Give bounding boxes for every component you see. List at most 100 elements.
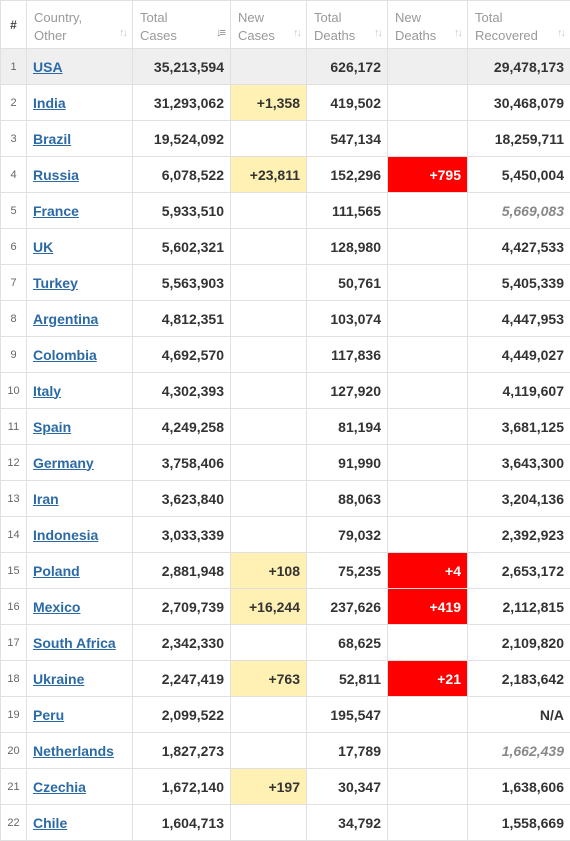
country-link[interactable]: Peru	[33, 707, 64, 723]
country-link[interactable]: UK	[33, 239, 53, 255]
new-cases-cell	[231, 517, 307, 553]
sort-icon[interactable]: ↑↓	[557, 24, 564, 42]
total-recovered-cell: 4,447,953	[468, 301, 570, 337]
sort-descending-icon[interactable]: ↓≡	[216, 24, 224, 42]
country-header-label-1: Country,	[34, 9, 126, 27]
country-link[interactable]: South Africa	[33, 635, 116, 651]
country-link[interactable]: India	[33, 95, 66, 111]
country-cell: Iran	[27, 481, 133, 517]
country-header-label-2: Other	[34, 27, 126, 45]
new-deaths-cell	[388, 625, 468, 661]
total-recovered-header[interactable]: Total Recovered ↑↓	[468, 1, 570, 49]
new-deaths-cell	[388, 733, 468, 769]
country-link[interactable]: Brazil	[33, 131, 71, 147]
new-deaths-cell	[388, 373, 468, 409]
total-recovered-cell: 4,119,607	[468, 373, 570, 409]
rank-cell: 2	[1, 85, 27, 121]
total-cases-cell: 1,827,273	[133, 733, 231, 769]
country-link[interactable]: Turkey	[33, 275, 78, 291]
country-link[interactable]: Russia	[33, 167, 79, 183]
country-link[interactable]: Poland	[33, 563, 80, 579]
sort-icon[interactable]: ↑↓	[293, 24, 300, 42]
country-link[interactable]: Netherlands	[33, 743, 114, 759]
country-link[interactable]: Iran	[33, 491, 59, 507]
total-deaths-cell: 237,626	[307, 589, 388, 625]
total-cases-header[interactable]: Total Cases ↓≡	[133, 1, 231, 49]
total-cases-cell: 3,033,339	[133, 517, 231, 553]
rank-cell: 15	[1, 553, 27, 589]
new-deaths-cell	[388, 193, 468, 229]
new-deaths-cell	[388, 517, 468, 553]
country-cell: Russia	[27, 157, 133, 193]
new-cases-cell	[231, 445, 307, 481]
total-cases-cell: 4,249,258	[133, 409, 231, 445]
country-header[interactable]: Country, Other ↑↓	[27, 1, 133, 49]
total-recovered-cell: 5,450,004	[468, 157, 570, 193]
total-recovered-cell: 2,653,172	[468, 553, 570, 589]
sort-icon[interactable]: ↑↓	[119, 24, 126, 42]
total-deaths-cell: 68,625	[307, 625, 388, 661]
total-deaths-cell: 17,789	[307, 733, 388, 769]
rank-header-label: #	[10, 18, 17, 32]
total-deaths-cell: 30,347	[307, 769, 388, 805]
total-recovered-header-label-1: Total	[475, 9, 564, 27]
country-link[interactable]: Spain	[33, 419, 71, 435]
total-deaths-cell: 111,565	[307, 193, 388, 229]
country-cell: South Africa	[27, 625, 133, 661]
rank-cell: 11	[1, 409, 27, 445]
new-cases-header-label-1: New	[238, 9, 300, 27]
country-link[interactable]: Colombia	[33, 347, 97, 363]
total-deaths-header[interactable]: Total Deaths ↑↓	[307, 1, 388, 49]
total-deaths-cell: 52,811	[307, 661, 388, 697]
total-cases-cell: 2,099,522	[133, 697, 231, 733]
rank-cell: 12	[1, 445, 27, 481]
country-cell: Spain	[27, 409, 133, 445]
country-link[interactable]: Indonesia	[33, 527, 98, 543]
country-link[interactable]: Mexico	[33, 599, 80, 615]
country-link[interactable]: France	[33, 203, 79, 219]
country-link[interactable]: Italy	[33, 383, 61, 399]
country-link[interactable]: Ukraine	[33, 671, 84, 687]
total-cases-cell: 31,293,062	[133, 85, 231, 121]
country-cell: Netherlands	[27, 733, 133, 769]
country-link[interactable]: Argentina	[33, 311, 98, 327]
sort-icon[interactable]: ↑↓	[454, 24, 461, 42]
new-cases-header[interactable]: New Cases ↑↓	[231, 1, 307, 49]
rank-header: #	[1, 1, 27, 49]
new-deaths-header[interactable]: New Deaths ↑↓	[388, 1, 468, 49]
country-link[interactable]: USA	[33, 59, 63, 75]
country-link[interactable]: Czechia	[33, 779, 86, 795]
country-link[interactable]: Germany	[33, 455, 94, 471]
total-deaths-cell: 419,502	[307, 85, 388, 121]
total-cases-cell: 5,563,903	[133, 265, 231, 301]
rank-cell: 19	[1, 697, 27, 733]
rank-cell: 13	[1, 481, 27, 517]
rank-cell: 20	[1, 733, 27, 769]
total-cases-cell: 35,213,594	[133, 49, 231, 85]
total-deaths-cell: 547,134	[307, 121, 388, 157]
new-cases-cell: +16,244	[231, 589, 307, 625]
rank-cell: 6	[1, 229, 27, 265]
total-recovered-header-label-2: Recovered	[475, 27, 564, 45]
new-deaths-cell: +21	[388, 661, 468, 697]
new-cases-cell	[231, 121, 307, 157]
sort-icon[interactable]: ↑↓	[374, 24, 381, 42]
total-deaths-cell: 34,792	[307, 805, 388, 841]
total-recovered-cell: N/A	[468, 697, 570, 733]
new-cases-cell	[231, 337, 307, 373]
total-cases-cell: 4,812,351	[133, 301, 231, 337]
country-cell: Brazil	[27, 121, 133, 157]
country-link[interactable]: Chile	[33, 815, 67, 831]
total-cases-cell: 4,692,570	[133, 337, 231, 373]
total-deaths-cell: 128,980	[307, 229, 388, 265]
total-deaths-cell: 75,235	[307, 553, 388, 589]
